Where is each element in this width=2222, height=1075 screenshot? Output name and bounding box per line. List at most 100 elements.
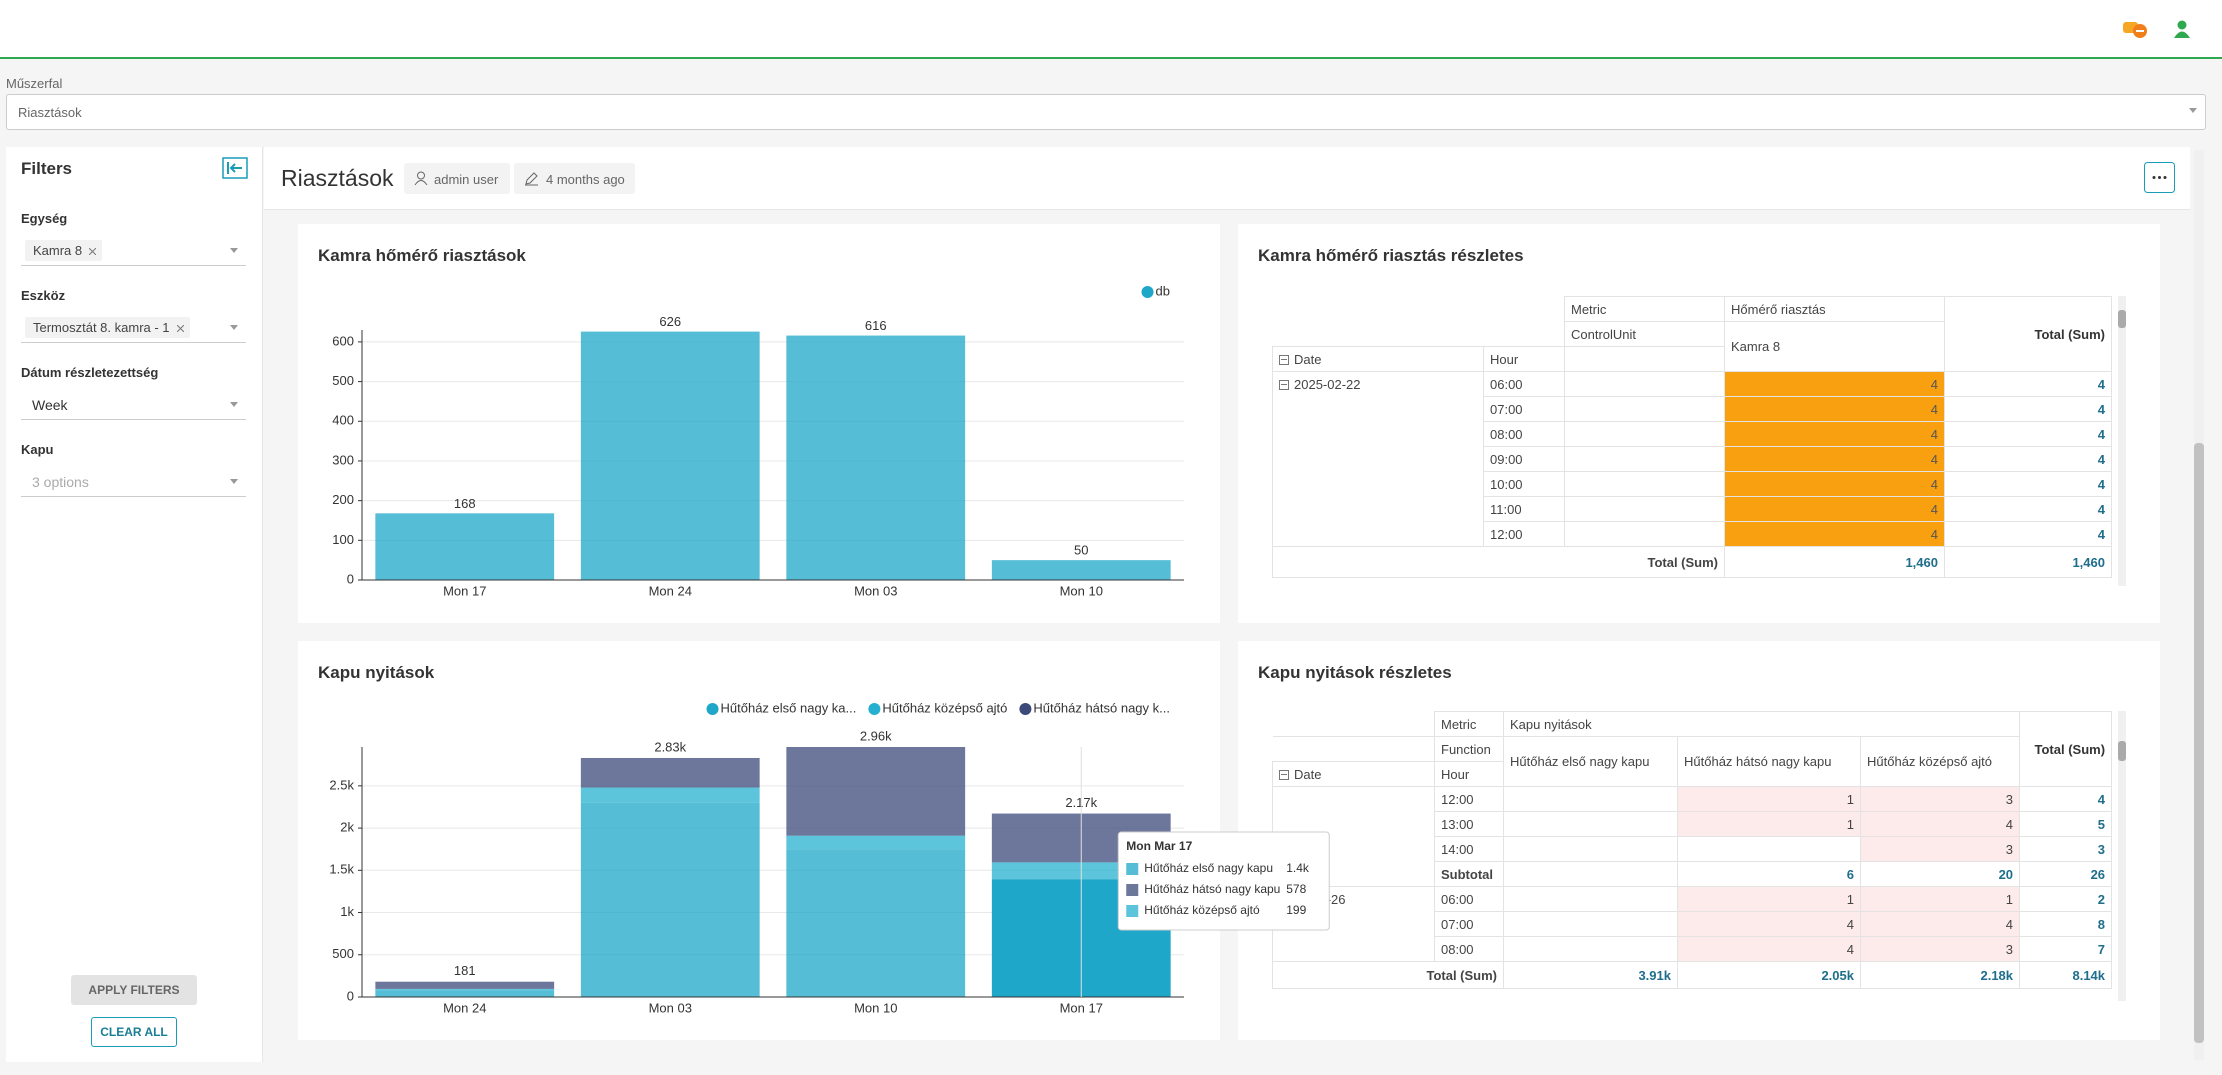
cell-text: Hőmérő riasztás (1731, 301, 1826, 317)
total-label: 2.96k (860, 728, 892, 743)
y-tick-label: 1.5k (329, 862, 354, 877)
tooltip-value: 1.4k (1286, 861, 1310, 875)
cell-text: Hűtőház hátsó nagy kapu (1684, 754, 1832, 769)
table-cell: 3.91k (1503, 961, 1678, 989)
table-cell (1677, 836, 1861, 862)
table-cell: 1,460 (1724, 546, 1945, 578)
y-tick-label: 0 (347, 571, 354, 586)
table-cell: 1 (1677, 886, 1861, 912)
header-row: Date Hour (1272, 346, 2112, 372)
tooltip: Mon Mar 17 Hűtőház első nagy kapu 1.4k Hűtő… (1117, 831, 1330, 931)
table-cell: 4 (1724, 421, 1945, 447)
y-tick-label: 100 (332, 532, 354, 547)
bar (786, 335, 966, 580)
tooltip-value: 578 (1286, 882, 1306, 896)
table-cell (1503, 911, 1678, 937)
more-button[interactable] (2144, 162, 2175, 193)
cell-text: 2.05k (1821, 967, 1854, 983)
table-scrollbar[interactable] (2118, 296, 2126, 586)
filter-input[interactable]: Termosztát 8. kamra - 1 (21, 312, 246, 343)
select-caret (230, 325, 238, 330)
clear-all-button[interactable]: CLEAR ALL (91, 1017, 177, 1047)
owner-name: admin user (434, 172, 499, 187)
cell-text: 08:00 (1490, 426, 1523, 442)
filters-panel: Filters Egység Kamra 8 Eszköz Termosztát… (6, 147, 263, 1062)
x-tick-label: Mon 17 (443, 583, 486, 598)
footer-row: Total (Sum) 1,460 1,460 (1272, 546, 2112, 578)
filter-input[interactable]: Week (21, 389, 246, 420)
cell-text: 26 (2090, 866, 2106, 882)
x-tick-label: Mon 17 (1060, 1000, 1103, 1015)
cell-text: 14:00 (1441, 841, 1474, 857)
bar (991, 560, 1171, 580)
table-cell (1272, 711, 1435, 737)
table-cell: 8 (2019, 911, 2113, 937)
cell-text: Total (Sum) (1426, 967, 1497, 983)
table-cell: 5 (2019, 811, 2113, 837)
filter-input[interactable]: Kamra 8 (21, 235, 246, 266)
bar-segment (786, 835, 966, 850)
table-cell: 4 (1724, 471, 1945, 497)
filter-label: Dátum részletezettség (21, 365, 159, 380)
table-cell: 1 (1677, 786, 1861, 812)
pivot-table: Metric Hőmérő riasztás Total (Sum) ControlU… (1272, 296, 2112, 578)
select-caret (230, 248, 238, 253)
table-cell: ControlUnit (1564, 321, 1725, 347)
cell-text: 4 (2097, 476, 2105, 492)
data-row: 08:00 4 4 (1273, 421, 2112, 447)
cell-text: Metric (1571, 301, 1607, 317)
cell-text: 06:00 (1441, 891, 1474, 907)
chart-title: Kamra hőmérő riasztások (318, 246, 526, 265)
cell-text: 4 (2097, 526, 2105, 542)
table-cell (1564, 496, 1725, 522)
table-cell (1503, 936, 1678, 962)
legend-swatch (868, 703, 881, 715)
cell-text: Total (Sum) (2034, 326, 2105, 342)
scroll-thumb[interactable] (2118, 741, 2126, 761)
user-icon[interactable] (2172, 19, 2192, 39)
table-cell: 2025-02-22 (1272, 371, 1484, 547)
table-cell: Hűtőház hátsó nagy kapu (1677, 736, 1861, 787)
cell-text: 8.14k (2072, 967, 2106, 983)
cell-text: Metric (1441, 716, 1477, 732)
cell-text: 4 (1930, 501, 1938, 517)
filters-title: Filters (21, 159, 73, 178)
tag-remove[interactable] (176, 325, 184, 332)
tooltip-name: Hűtőház hátsó nagy kapu (1144, 882, 1280, 896)
table-cell: 4 (1944, 371, 2112, 397)
table-cell: 11:00 (1483, 496, 1565, 522)
select-caret (230, 479, 238, 484)
table-cell: 4 (1944, 471, 2112, 497)
filter-input[interactable]: 3 options (21, 466, 246, 497)
tag-remove[interactable] (89, 248, 97, 255)
table-cell: Subtotal (1434, 861, 1504, 887)
data-label: 50 (1074, 543, 1088, 558)
cell-text: Hűtőház középső ajtó (1867, 754, 1993, 769)
filter-label: Eszköz (21, 288, 66, 303)
table-cell: 4 (1944, 496, 2112, 522)
filter-label: Egység (21, 211, 68, 226)
cell-text: 09:00 (1490, 451, 1523, 467)
cell-text: Subtotal (1441, 866, 1493, 882)
pivot-table: Metric Kapu nyitások Total (Sum) Function Hű… (1272, 711, 2113, 989)
total-label: 2.83k (654, 739, 686, 754)
alert-icon[interactable] (2122, 19, 2148, 39)
cell-text: 07:00 (1490, 401, 1523, 417)
table-cell: 4 (1677, 936, 1861, 962)
apply-filters-button[interactable]: APPLY FILTERS (71, 975, 197, 1005)
table-cell: Metric (1564, 296, 1725, 322)
scroll-thumb[interactable] (2118, 310, 2126, 328)
table-cell (1503, 886, 1678, 912)
cell-text: 2.18k (1980, 967, 2014, 983)
page-scrollbar[interactable] (2194, 150, 2204, 1060)
table-scrollbar[interactable] (2118, 711, 2126, 1001)
cell-text: 4 (2097, 791, 2106, 807)
cell-text: 7 (2097, 941, 2106, 957)
table-cell: Hőmérő riasztás (1724, 296, 1945, 322)
data-row: 12:00 1 3 4 (1272, 786, 2113, 887)
page-scroll-thumb[interactable] (2194, 443, 2204, 1043)
table-cell: 26 (2019, 861, 2113, 887)
tooltip-box (1117, 831, 1330, 931)
dashboard-select[interactable]: Riasztások (6, 94, 2206, 130)
collapse-button[interactable] (222, 157, 248, 179)
